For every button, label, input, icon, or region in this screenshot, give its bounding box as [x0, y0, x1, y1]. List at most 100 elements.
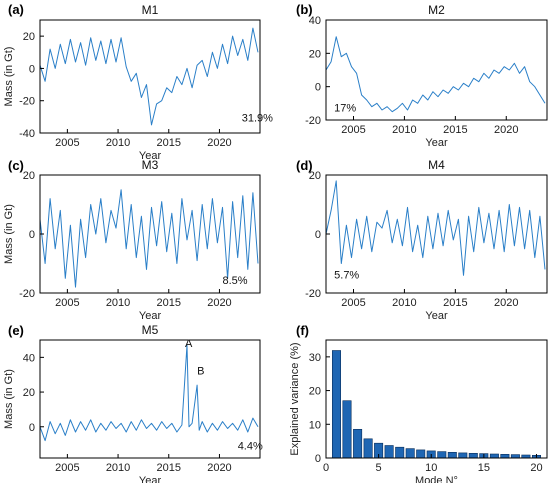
x-axis-label: Year — [425, 137, 448, 149]
panel-5: (e) M5 2005 2010 2015 2020 0 20 40 Year Mass (in G… — [3, 323, 263, 483]
y-tick-label: -20 — [305, 288, 321, 300]
y-axis-label: Mass (in Gt) — [3, 47, 15, 107]
annotation: A — [185, 338, 193, 350]
x-tick-label: 2015 — [157, 462, 181, 474]
y-tick-label: -20 — [19, 288, 35, 300]
panel-6: (f) 0 5 10 15 20 0 10 20 30 Mode N° Explained varia… — [289, 323, 548, 483]
y-tick-label: 0 — [315, 229, 321, 241]
y-tick-label: 0 — [29, 229, 35, 241]
bar — [458, 452, 468, 459]
y-tick-label: 20 — [309, 386, 321, 398]
annotation: 17% — [334, 103, 356, 115]
annotation: 5.7% — [334, 269, 359, 281]
series-line — [325, 36, 546, 113]
x-tick-label: 20 — [530, 462, 542, 474]
series-line — [39, 189, 259, 288]
panel-title: M4 — [428, 158, 445, 172]
y-tick-label: -40 — [19, 128, 35, 140]
axes-frame — [39, 19, 261, 134]
panel-title: M5 — [142, 323, 159, 337]
y-tick-label: 20 — [23, 31, 35, 43]
y-tick-label: 20 — [309, 170, 321, 182]
x-axis-label: Year — [139, 150, 162, 162]
bar — [331, 350, 341, 459]
x-tick-label: 2020 — [494, 124, 518, 136]
panel-letter: (b) — [296, 2, 313, 17]
series-line — [39, 344, 259, 442]
x-tick-label: 2005 — [341, 297, 365, 309]
y-tick-label: -20 — [19, 96, 35, 108]
y-tick-label: -20 — [305, 115, 321, 127]
y-axis-label: Mass (in Gt) — [3, 369, 15, 429]
bar — [342, 400, 352, 459]
bar — [416, 449, 426, 459]
panel-letter: (e) — [8, 323, 24, 338]
y-tick-label: 0 — [29, 422, 35, 434]
x-tick-label: 2020 — [494, 297, 518, 309]
y-tick-label: 20 — [309, 48, 321, 60]
y-tick-label: 0 — [29, 63, 35, 75]
y-axis-label: Mass (in Gt) — [3, 204, 15, 264]
panel-letter: (c) — [8, 158, 24, 173]
x-tick-label: 2015 — [157, 137, 181, 149]
panel-title: M2 — [428, 3, 445, 17]
panel-title: M3 — [142, 158, 159, 172]
axes-frame — [325, 19, 548, 121]
bar — [468, 452, 478, 459]
x-tick-label: 2005 — [55, 297, 79, 309]
panel-1: (a) M1 2005 2010 2015 2020 -40 -20 0 20 Year Mass (… — [3, 2, 273, 162]
x-tick-label: 2005 — [55, 462, 79, 474]
x-tick-label: 2020 — [207, 137, 231, 149]
x-tick-label: 2015 — [443, 297, 467, 309]
bar — [500, 453, 510, 459]
x-tick-label: 2010 — [106, 297, 130, 309]
x-tick-label: 2020 — [207, 462, 231, 474]
bar — [510, 454, 520, 459]
x-tick-label: 2010 — [392, 297, 416, 309]
panel-4: (d) M4 2005 2010 2015 2020 -20 0 20 Year 5.7% — [296, 158, 548, 322]
bar — [353, 428, 363, 459]
bar — [384, 445, 394, 459]
bar — [395, 446, 405, 459]
bar — [405, 448, 415, 459]
y-axis-label: Explained variance (%) — [289, 342, 301, 455]
panel-3: (c) M3 2005 2010 2015 2020 -20 0 20 Year Mass (in … — [3, 158, 261, 322]
series-line — [325, 180, 546, 276]
panel-letter: (a) — [8, 2, 24, 17]
annotation: 31.9% — [242, 113, 273, 125]
x-axis-label: Year — [425, 310, 448, 322]
panel-letter: (d) — [296, 158, 313, 173]
y-tick-label: 20 — [23, 387, 35, 399]
y-tick-label: 0 — [315, 453, 321, 465]
x-tick-label: 10 — [425, 462, 437, 474]
annotation: 8.5% — [222, 275, 247, 287]
y-tick-label: 0 — [315, 82, 321, 94]
x-axis-label: Year — [139, 475, 162, 483]
y-tick-label: 20 — [23, 170, 35, 182]
panel-title: M1 — [142, 3, 159, 17]
x-tick-label: 2005 — [55, 137, 79, 149]
x-axis-label: Year — [139, 310, 162, 322]
x-tick-label: 0 — [323, 462, 329, 474]
x-axis-label: Mode N° — [415, 475, 458, 483]
y-tick-label: 40 — [23, 352, 35, 364]
y-tick-label: 30 — [309, 352, 321, 364]
axes-frame — [325, 339, 548, 459]
annotation: 4.4% — [238, 440, 263, 452]
y-tick-label: 10 — [309, 419, 321, 431]
x-tick-label: 2010 — [392, 124, 416, 136]
bar — [363, 438, 373, 459]
axes-frame — [39, 339, 261, 459]
bar — [447, 451, 457, 459]
series-line — [39, 27, 259, 126]
x-tick-label: 2005 — [341, 124, 365, 136]
x-tick-label: 15 — [478, 462, 490, 474]
x-tick-label: 2010 — [106, 462, 130, 474]
bar — [437, 451, 447, 459]
x-tick-label: 2015 — [157, 297, 181, 309]
x-tick-label: 2010 — [106, 137, 130, 149]
x-tick-label: 5 — [376, 462, 382, 474]
x-tick-label: 2020 — [207, 297, 231, 309]
annotation: B — [197, 366, 204, 378]
